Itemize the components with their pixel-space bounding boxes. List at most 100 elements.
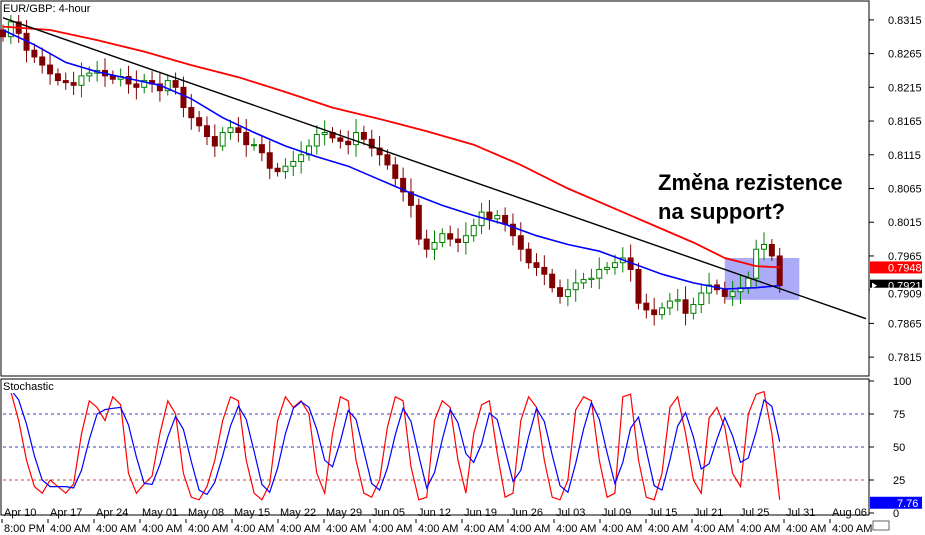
candle-body <box>360 132 367 140</box>
date-tick-label: Apr 17 <box>50 507 82 519</box>
candle-body <box>706 284 713 294</box>
candle-body <box>651 309 658 316</box>
candle-body <box>690 304 697 314</box>
price-tick-label: 0.7865 <box>888 318 922 330</box>
current-price-arrow-icon <box>872 282 877 289</box>
time-tick-label: 4:00 AM <box>740 523 780 535</box>
price-tick-label: 0.8165 <box>888 116 922 128</box>
stochastic-tick-label: 50 <box>893 442 905 454</box>
candle-body <box>337 137 344 142</box>
candle-body <box>47 64 54 75</box>
candle-body <box>486 211 493 220</box>
candle-body <box>258 144 265 154</box>
candle-body <box>54 73 61 82</box>
candle-body <box>313 134 320 147</box>
stochastic-tick-label: 75 <box>893 409 905 421</box>
candle-body <box>761 243 768 250</box>
candle-body <box>721 289 728 297</box>
candle-body <box>353 132 360 146</box>
candle-body <box>133 83 140 88</box>
candle-body <box>698 292 705 306</box>
candle-body <box>745 277 752 289</box>
candle-body <box>502 214 509 225</box>
candle-body <box>141 80 148 88</box>
candle-body <box>290 161 297 167</box>
date-tick-label: Jul 25 <box>740 507 769 519</box>
candle-body <box>494 214 501 220</box>
candle-body <box>109 75 116 80</box>
annotation-line-1: Změna rezistence <box>658 170 843 195</box>
candle-body <box>517 235 524 250</box>
candle-body <box>666 300 673 309</box>
date-tick-label: Jul 21 <box>694 507 723 519</box>
candle-body <box>604 266 611 270</box>
time-tick-label: 4:00 AM <box>556 523 596 535</box>
stochastic-layer <box>2 387 866 501</box>
stochastic-tick-label: 25 <box>893 475 905 487</box>
candle-body <box>211 136 218 147</box>
candle-body <box>196 117 203 127</box>
time-tick-label: 4:00 AM <box>50 523 90 535</box>
time-tick-label: 4:00 AM <box>418 523 458 535</box>
candle-body <box>188 107 195 119</box>
time-tick-label: 4:00 AM <box>464 523 504 535</box>
time-tick-label: 4:00 AM <box>786 523 826 535</box>
ma-fast-line <box>2 29 780 290</box>
candle-body <box>125 76 132 85</box>
candle-body <box>180 86 187 109</box>
candle-body <box>564 289 571 297</box>
candle-body <box>729 291 736 297</box>
date-tick-label: Jul 15 <box>648 507 677 519</box>
candle-body <box>439 233 446 243</box>
time-tick-label: 4:00 AM <box>234 523 274 535</box>
candle-body <box>415 204 422 240</box>
chart-title-bg <box>2 2 86 15</box>
candle-body <box>368 138 375 149</box>
time-tick-label: 4:00 AM <box>96 523 136 535</box>
price-tick-label: 0.8265 <box>888 49 922 61</box>
candle-body <box>470 225 477 237</box>
candle-body <box>86 72 93 77</box>
time-tick-label: 4:00 AM <box>832 523 872 535</box>
stochastic-d-line <box>2 387 781 496</box>
candle-body <box>62 80 69 84</box>
candle-body <box>70 82 77 86</box>
date-tick-label: May 15 <box>234 507 270 519</box>
time-tick-label: 4:00 AM <box>648 523 688 535</box>
scroll-handle-icon[interactable] <box>872 520 890 531</box>
candle-body <box>541 266 548 275</box>
candle-body <box>78 75 85 86</box>
highlight-box <box>724 257 800 300</box>
candle-body <box>266 152 273 169</box>
candle-body <box>557 287 564 297</box>
candle-body <box>588 277 595 281</box>
time-tick-label: 8:00 PM <box>4 523 45 535</box>
date-tick-label: Apr 24 <box>96 507 128 519</box>
candle-body <box>423 238 430 250</box>
candle-body <box>164 80 171 92</box>
candle-body <box>682 299 689 314</box>
candle-body <box>447 233 454 240</box>
candle-body <box>596 268 603 279</box>
price-tick-label: 0.8215 <box>888 82 922 94</box>
candle-body <box>282 165 289 173</box>
annotation-line-2: na support? <box>658 199 785 224</box>
candle-body <box>298 154 305 163</box>
price-panel[interactable] <box>0 0 870 377</box>
time-tick-label: 4:00 AM <box>510 523 550 535</box>
date-tick-label: May 08 <box>188 507 224 519</box>
trendline <box>2 17 867 320</box>
time-tick-label: 4:00 AM <box>188 523 228 535</box>
date-tick-label: May 29 <box>326 507 362 519</box>
candle-body <box>753 248 760 279</box>
date-tick-label: Apr 10 <box>4 507 36 519</box>
candle-body <box>203 125 210 138</box>
date-tick-label: Jul 09 <box>602 507 631 519</box>
candle-body <box>243 132 250 146</box>
time-tick-label: 4:00 AM <box>694 523 734 535</box>
candle-body <box>345 140 352 146</box>
date-tick-label: Jul 31 <box>786 507 815 519</box>
candle-body <box>674 299 681 302</box>
candle-body <box>768 243 775 257</box>
